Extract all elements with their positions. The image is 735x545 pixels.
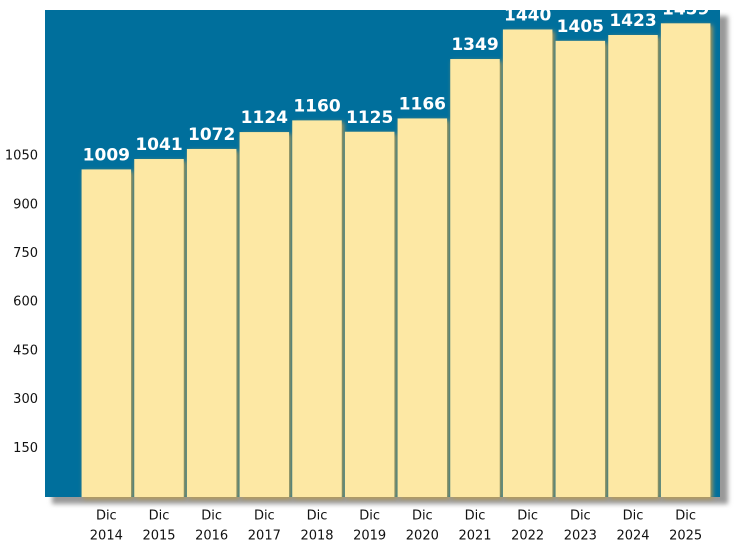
x-tick-label: 2023: [564, 529, 597, 544]
x-tick-label: Dic: [623, 509, 644, 524]
value-label: 1440: [504, 5, 551, 25]
x-tick-label: 2025: [669, 529, 702, 544]
bar: [397, 118, 448, 498]
value-label: 1160: [293, 96, 340, 116]
bar: [186, 148, 237, 497]
bar: [450, 59, 500, 498]
bar: [344, 131, 395, 497]
x-tick-label: Dic: [412, 509, 433, 524]
x-tick-label: Dic: [149, 509, 170, 524]
bar: [239, 132, 290, 498]
value-label: 1405: [557, 17, 604, 37]
y-tick-label: 900: [13, 197, 38, 212]
x-tick-label: 2020: [406, 529, 439, 544]
x-tick-label: Dic: [359, 509, 380, 524]
x-tick-label: Dic: [254, 509, 275, 524]
bar: [292, 120, 342, 498]
x-tick-label: Dic: [96, 509, 117, 524]
x-tick-label: Dic: [465, 509, 486, 524]
value-label: 1423: [609, 11, 656, 31]
bar: [502, 29, 553, 497]
x-tick-label: 2021: [458, 529, 491, 544]
x-tick-label: 2017: [248, 529, 281, 544]
x-tick-label: 2024: [616, 529, 649, 544]
value-label: 1459: [662, 0, 709, 19]
value-label: 1125: [346, 108, 393, 128]
y-tick-label: 150: [13, 441, 38, 456]
x-tick-label: Dic: [675, 509, 696, 524]
value-label: 1009: [83, 145, 130, 165]
x-tick-label: Dic: [517, 509, 538, 524]
x-tick-label: 2015: [142, 529, 175, 544]
value-label: 1349: [451, 35, 498, 55]
value-label: 1041: [135, 135, 182, 155]
y-tick-label: 600: [13, 295, 38, 310]
x-tick-label: 2018: [300, 529, 333, 544]
bar: [608, 34, 658, 498]
y-tick-label: 450: [13, 343, 38, 358]
x-tick-label: 2014: [90, 529, 123, 544]
x-tick-label: 2016: [195, 529, 228, 544]
x-tick-label: Dic: [307, 509, 328, 524]
y-tick-label: 750: [13, 246, 38, 261]
value-label: 1124: [241, 108, 288, 128]
bar: [660, 23, 711, 497]
x-tick-label: Dic: [201, 509, 222, 524]
x-tick-label: 2022: [511, 529, 544, 544]
x-tick-label: Dic: [570, 509, 591, 524]
x-tick-label: 2019: [353, 529, 386, 544]
bar: [134, 159, 184, 497]
bar: [81, 169, 132, 498]
y-tick-label: 300: [13, 392, 38, 407]
bar: [555, 40, 606, 498]
value-label: 1166: [399, 94, 446, 114]
value-label: 1072: [188, 125, 235, 145]
y-tick-label: 1050: [5, 149, 38, 164]
